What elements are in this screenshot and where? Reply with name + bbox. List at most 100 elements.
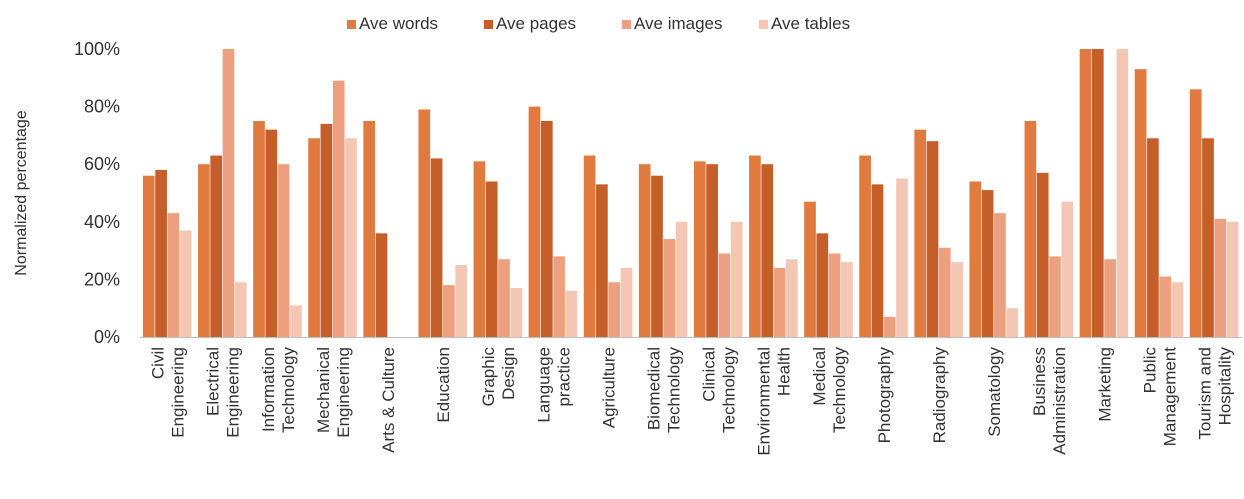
bar-ave-pages-19 [1202, 138, 1214, 337]
bar-ave-images-10 [718, 253, 731, 337]
legend-swatch-1 [484, 20, 493, 29]
bar-ave-pages-4 [375, 233, 388, 337]
x-tick-label-1: Electrical Engineering [204, 347, 243, 438]
x-tick-label-6: Graphic Design [479, 347, 518, 407]
y-tick-label: 100% [74, 39, 120, 59]
bar-ave-words-7 [528, 106, 541, 337]
x-tick-label-line: Environmental [755, 347, 774, 456]
bar-ave-pages-8 [596, 184, 608, 337]
bar-ave-tables-10 [730, 221, 743, 337]
bar-ave-words-10 [693, 161, 706, 337]
x-tick-label-line: Somatology [985, 347, 1004, 437]
bar-ave-tables-18 [1171, 282, 1184, 337]
x-tick-label-line: Technology [720, 347, 739, 434]
x-tick-label-14: Radiography [930, 347, 949, 444]
x-tick-label-5: Education [434, 347, 453, 423]
bar-ave-words-12 [804, 201, 816, 337]
x-tick-label-line: Arts & Culture [379, 347, 398, 453]
x-axis: Civil Engineering Electrical Engineering Inf… [140, 337, 1242, 456]
y-tick-label: 20% [84, 269, 120, 289]
bar-ave-words-9 [638, 164, 651, 337]
legend-swatch-3 [759, 20, 768, 29]
x-tick-label-line: Mechanical [314, 347, 333, 433]
x-tick-label-3: Mechanical Engineering [314, 347, 353, 438]
bar-ave-tables-19 [1226, 221, 1239, 337]
legend-swatch-2 [622, 20, 631, 29]
bar-ave-words-8 [583, 155, 596, 337]
y-tick-label: 40% [84, 212, 120, 232]
bar-ave-tables-0 [179, 230, 192, 337]
x-tick-label-line: practice [554, 347, 573, 407]
bar-ave-tables-15 [1006, 308, 1019, 337]
x-tick-label-line: Civil [149, 347, 168, 379]
bar-ave-pages-5 [430, 158, 443, 337]
x-tick-label-line: Agriculture [599, 347, 618, 428]
x-tick-label-12: Medical Technology [810, 347, 849, 434]
bar-ave-tables-16 [1061, 201, 1074, 337]
bar-ave-words-3 [308, 138, 320, 337]
y-axis: 0% 20% 40% 60% 80% 100% Normalized percentage [13, 39, 120, 347]
bar-ave-tables-3 [345, 138, 357, 337]
x-tick-label-line: Marketing [1095, 347, 1114, 422]
bar-ave-words-11 [749, 155, 761, 337]
bar-ave-pages-3 [320, 123, 333, 337]
x-tick-label-line: Biomedical [645, 347, 664, 430]
bar-ave-words-1 [198, 164, 210, 337]
bar-ave-images-16 [1049, 256, 1061, 337]
bar-ave-pages-2 [265, 129, 278, 337]
bar-ave-pages-18 [1147, 138, 1159, 337]
x-tick-label-line: Hospitality [1216, 347, 1235, 426]
bar-ave-images-9 [663, 239, 676, 337]
bar-ave-images-7 [553, 256, 565, 337]
bar-ave-images-3 [332, 80, 345, 338]
x-tick-label-line: Radiography [930, 347, 949, 444]
x-tick-label-line: Graphic [479, 347, 498, 407]
bar-ave-tables-2 [290, 305, 302, 337]
bar-ave-tables-8 [620, 267, 633, 337]
bar-ave-images-6 [498, 259, 510, 337]
x-tick-label-line: Technology [279, 347, 298, 434]
y-tick-label: 0% [94, 327, 120, 347]
bar-ave-images-13 [883, 316, 896, 337]
bar-ave-images-12 [828, 253, 841, 337]
bar-ave-images-2 [277, 164, 290, 337]
bar-ave-pages-9 [651, 175, 663, 337]
x-tick-label-9: Biomedical Technology [645, 347, 684, 434]
bar-ave-tables-6 [510, 288, 523, 337]
bar-ave-pages-15 [981, 190, 994, 337]
x-tick-label-line: Design [499, 347, 518, 400]
bar-ave-pages-6 [485, 181, 498, 337]
x-tick-label-13: Photography [875, 347, 894, 444]
legend-label-0: Ave words [359, 14, 438, 33]
bar-ave-pages-13 [871, 184, 884, 337]
bar-ave-images-5 [443, 285, 455, 337]
x-tick-label-line: Engineering [224, 347, 243, 438]
bar-ave-tables-5 [455, 265, 468, 337]
bar-ave-images-18 [1159, 276, 1172, 337]
x-tick-label-line: Tourism and [1196, 347, 1215, 440]
x-tick-label-line: Management [1160, 347, 1179, 447]
bar-ave-images-17 [1104, 259, 1116, 337]
bar-ave-tables-7 [565, 290, 578, 337]
bar-ave-pages-11 [761, 164, 774, 337]
x-tick-label-4: Arts & Culture [379, 347, 398, 453]
bars-area [142, 49, 1239, 338]
bar-ave-words-4 [363, 121, 376, 337]
x-tick-label-2: Information Technology [259, 347, 298, 434]
bar-ave-words-16 [1024, 121, 1037, 337]
bar-ave-images-15 [994, 213, 1006, 337]
bar-ave-tables-9 [675, 221, 688, 337]
y-axis-label: Normalized percentage [13, 110, 30, 276]
x-tick-label-16: Business Administration [1030, 347, 1069, 455]
x-tick-label-line: Medical [810, 347, 829, 406]
y-tick-label: 80% [84, 97, 120, 117]
x-tick-label-line: Photography [875, 347, 894, 444]
x-tick-label-15: Somatology [985, 347, 1004, 437]
x-tick-label-8: Agriculture [599, 347, 618, 428]
legend-label-1: Ave pages [496, 14, 576, 33]
bar-ave-tables-14 [951, 262, 963, 337]
bar-ave-pages-16 [1036, 172, 1049, 337]
bar-ave-words-18 [1134, 69, 1147, 337]
